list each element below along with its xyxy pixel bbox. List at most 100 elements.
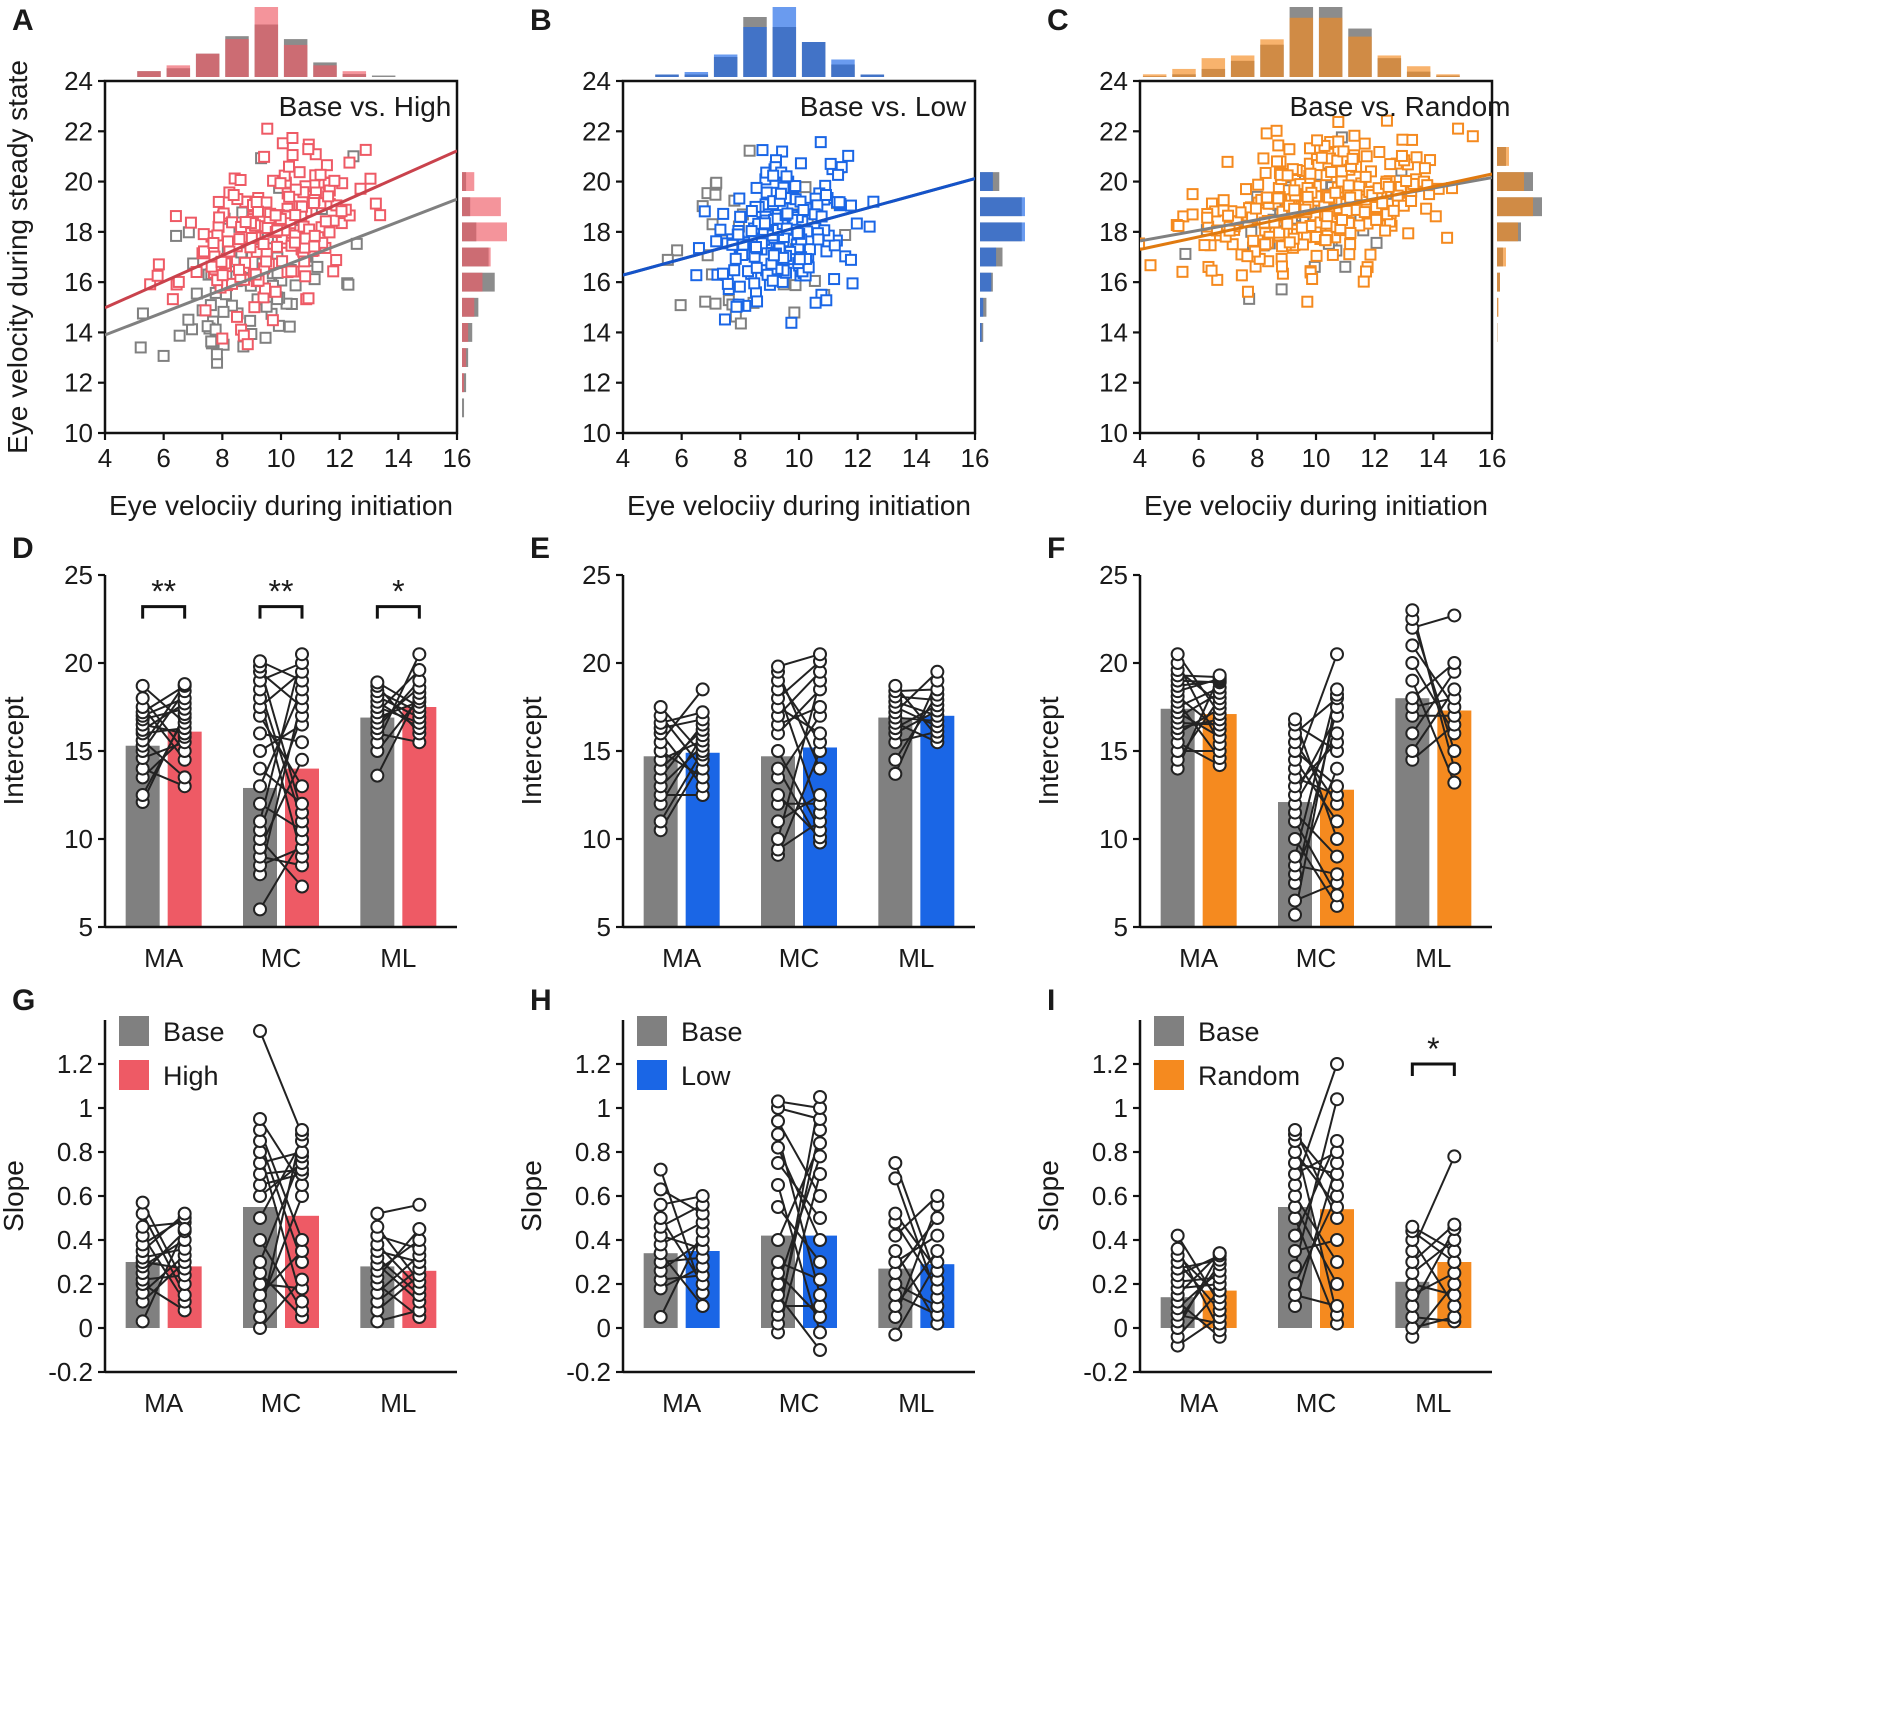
subject-line [141, 1213, 186, 1296]
subject-line [660, 750, 704, 779]
point-base [709, 188, 722, 201]
subject-line [259, 666, 303, 813]
point-high [289, 209, 302, 222]
bar-base-ML [878, 717, 913, 927]
point-low [690, 269, 703, 282]
hist-top-cond-bar [1436, 74, 1460, 77]
subject-line [777, 1134, 821, 1296]
point-high [359, 143, 372, 156]
subject-point-cond [1330, 682, 1344, 697]
subject-point-cond [1447, 761, 1462, 776]
subject-line [1412, 1316, 1455, 1323]
subject-line [1412, 697, 1455, 708]
legend-label-base: Base [1198, 1017, 1260, 1047]
subject-line [1411, 1225, 1455, 1252]
subject-line [1176, 1248, 1221, 1331]
subject-line [141, 1235, 186, 1303]
subject-point-cond [412, 1197, 427, 1212]
hist-right-cond-bar [462, 348, 467, 367]
subject-line [1176, 701, 1221, 759]
hist-top-cond-bar [166, 65, 191, 77]
point-high [266, 314, 279, 327]
subject-point-base [771, 1114, 785, 1129]
point-random [1326, 248, 1339, 261]
subject-line [259, 1283, 303, 1290]
subject-point-cond [1330, 761, 1344, 776]
y-tick-label: 1 [597, 1093, 611, 1123]
subject-line [1177, 1254, 1221, 1277]
y-tick-label: 10 [1099, 824, 1128, 854]
panel-letter-I: I [1047, 984, 1055, 1017]
subject-line [142, 767, 186, 788]
point-high [307, 197, 320, 210]
point-random [1235, 269, 1248, 282]
point-high [283, 190, 296, 203]
subject-line [376, 1283, 420, 1318]
category-label-MC: MC [261, 1388, 301, 1418]
subject-point-cond [695, 1189, 710, 1203]
subject-point-cond [695, 1299, 710, 1313]
subject-line [376, 1256, 420, 1296]
scatter-points [1140, 114, 1492, 308]
panel-letter-A: A [12, 4, 34, 37]
hist-top-cond-bar [1172, 68, 1196, 77]
point-low [698, 205, 711, 218]
y-tick-label: 15 [64, 736, 93, 766]
y-axis-title: Slope [516, 1160, 547, 1232]
subject-point-cond [1330, 814, 1344, 829]
subject-line [1294, 706, 1338, 884]
y-tick-label: 18 [64, 217, 93, 247]
scatter-title: Base vs. Low [800, 91, 967, 122]
hist-right-cond-bar [980, 297, 984, 317]
point-random [1259, 166, 1272, 179]
subject-line [777, 1100, 821, 1109]
point-high [212, 195, 225, 208]
subject-line [777, 706, 821, 726]
subject-point-base [1405, 638, 1420, 653]
subject-point-base [253, 654, 267, 669]
fit-line-high [105, 149, 457, 310]
point-base [205, 335, 218, 348]
point-low [745, 204, 758, 217]
point-random [1384, 158, 1397, 171]
subject-line [1294, 864, 1338, 876]
point-base [788, 306, 801, 319]
subject-point-base [653, 700, 668, 714]
subject-line [660, 718, 703, 730]
subject-point-base [771, 659, 785, 674]
subject-line [660, 1188, 704, 1215]
y-tick-label: 0 [79, 1313, 93, 1343]
y-tick-label: 1.2 [57, 1049, 93, 1079]
panel-C: C 4 6 8 10 12 14 16 10 12 14 16 18 20 22 24 Base vs. Ran… [1047, 4, 1542, 521]
point-high [364, 172, 377, 185]
hist-top-cond-bar [342, 71, 367, 77]
subject-line [1294, 741, 1338, 805]
x-tick-label: 4 [616, 443, 630, 473]
point-random [1249, 202, 1262, 215]
subject-point-base [888, 1156, 903, 1170]
y-tick-label: 0.8 [57, 1137, 93, 1167]
subject-line [259, 671, 303, 708]
y-tick-label: 24 [1099, 66, 1128, 96]
point-base [209, 323, 222, 336]
point-low [809, 296, 822, 309]
point-low [832, 168, 845, 181]
subject-line [259, 846, 303, 867]
point-base [674, 299, 687, 312]
hist-top-cond-bar [1318, 17, 1343, 77]
subject-line [259, 1151, 303, 1302]
y-tick-label: 22 [582, 116, 611, 146]
point-random [1261, 191, 1274, 204]
y-tick-label: 18 [1099, 217, 1128, 247]
point-base [170, 229, 183, 242]
subject-point-cond [1330, 1092, 1344, 1107]
x-tick-label: 6 [674, 443, 688, 473]
subject-point-base [653, 1211, 668, 1225]
point-low [710, 235, 723, 248]
point-random [1382, 180, 1395, 193]
panel-letter-F: F [1047, 532, 1065, 565]
subject-point-base [1288, 849, 1302, 864]
point-random [1353, 219, 1366, 232]
point-high [369, 197, 382, 210]
subject-point-base [135, 788, 150, 802]
